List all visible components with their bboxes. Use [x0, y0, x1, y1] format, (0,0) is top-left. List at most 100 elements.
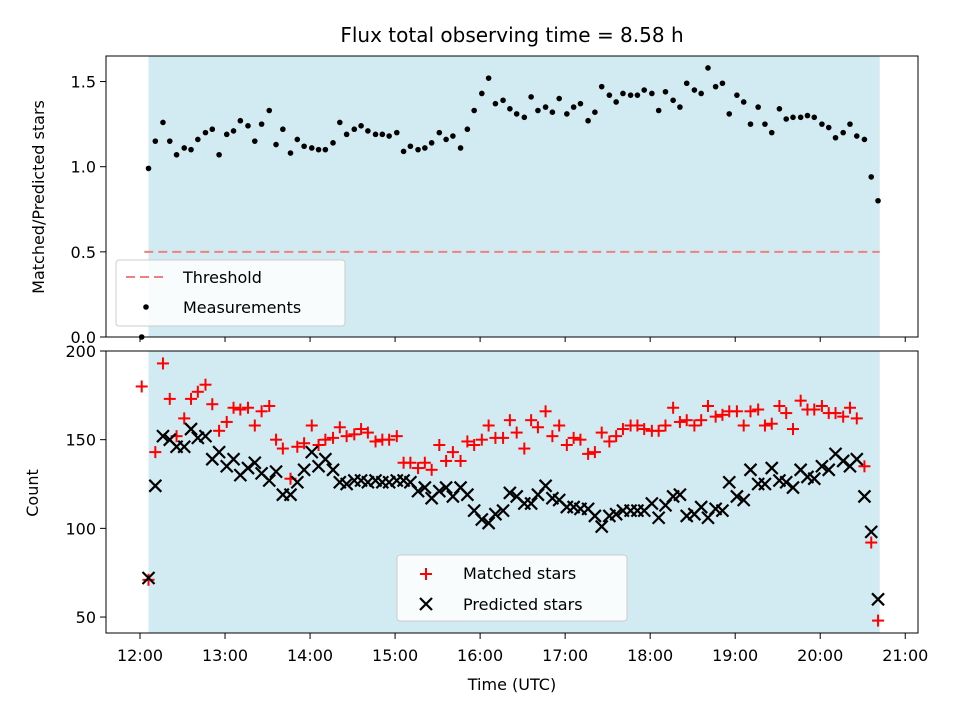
measurement-point: [606, 92, 613, 98]
measurement-point: [266, 107, 273, 114]
bottom-legend: Matched stars Predicted stars: [396, 554, 628, 622]
matched-star-point: [730, 405, 743, 418]
measurement-point: [315, 146, 322, 153]
measurement-point: [598, 83, 605, 90]
measurement-point: [811, 114, 818, 121]
matched-star-point: [773, 399, 786, 412]
predicted-star-point: [148, 479, 163, 493]
measurement-point: [301, 143, 307, 150]
matched-star-point: [333, 421, 346, 434]
predicted-star-point: [177, 439, 192, 454]
measurement-point: [457, 145, 464, 151]
measurement-point: [428, 140, 435, 146]
matched-star-point: [291, 440, 304, 453]
matched-star-point: [135, 380, 148, 393]
measurements-points: [138, 65, 881, 340]
measurement-point: [804, 112, 811, 119]
predicted-star-point: [439, 480, 453, 495]
matched-star-point: [709, 410, 722, 423]
matched-star-point: [312, 439, 325, 451]
matched-star-point: [744, 405, 757, 418]
predicted-star-point: [786, 480, 800, 495]
matched-star-point: [531, 421, 544, 434]
x-tick-label: 20:00: [797, 646, 843, 665]
measurement-point: [145, 165, 152, 172]
matched-star-point: [263, 399, 276, 412]
predicted-star-point: [736, 493, 751, 507]
measurement-point: [464, 126, 471, 133]
measurement-point: [535, 107, 541, 114]
measurement-point: [386, 133, 392, 139]
matched-star-point: [765, 417, 778, 430]
x-tick-label: 15:00: [372, 646, 418, 665]
matched-star-point: [603, 435, 616, 448]
matched-star-point: [652, 424, 665, 437]
predicted-star-point: [694, 500, 708, 514]
matched-star-point: [574, 433, 587, 446]
matched-star-point: [383, 433, 396, 446]
bottom-y-tick-label: 150: [65, 431, 96, 450]
matched-star-point: [369, 435, 382, 448]
matched-star-point: [872, 614, 885, 627]
measurement-point: [747, 121, 754, 127]
measurement-point: [485, 75, 492, 81]
matched-star-point: [298, 437, 311, 450]
matched-star-point: [794, 394, 807, 407]
predicted-star-point: [262, 473, 277, 488]
measurement-point: [521, 114, 528, 121]
matched-star-point: [695, 414, 708, 427]
matched-star-point: [454, 454, 467, 467]
matched-stars-points: [135, 357, 885, 627]
measurement-point: [471, 107, 477, 114]
measurement-point: [719, 80, 726, 87]
predicted-star-point: [184, 422, 198, 436]
predicted-star-point: [432, 484, 447, 498]
measurement-point: [832, 134, 839, 141]
matched-star-point: [560, 439, 573, 451]
measurement-point: [173, 151, 180, 158]
matched-star-point: [673, 415, 686, 428]
predicted-star-point: [715, 503, 730, 518]
matched-star-point: [319, 433, 332, 446]
measurement-point: [734, 92, 740, 98]
x-tick-label: 16:00: [457, 646, 503, 665]
measurement-point: [677, 104, 683, 110]
matched-star-point: [843, 401, 856, 414]
predicted-star-point: [758, 477, 772, 491]
predicted-star-point: [538, 479, 553, 493]
predicted-star-point: [764, 461, 779, 475]
predicted-star-point: [524, 496, 538, 511]
x-tick-label: 17:00: [542, 646, 588, 665]
matched-star-point: [475, 433, 488, 446]
measurement-point: [613, 99, 619, 105]
measurement-point: [216, 151, 222, 158]
matched-star-point: [213, 424, 226, 437]
legend-predicted-swatch: [419, 597, 433, 611]
predicted-stars-points: [141, 422, 885, 607]
matched-star-point: [582, 447, 595, 460]
matched-star-point: [305, 419, 318, 432]
matched-star-point: [361, 426, 374, 439]
measurement-point: [294, 136, 301, 143]
matched-star-point: [588, 446, 601, 459]
matched-star-point: [412, 462, 425, 475]
measurement-point: [422, 145, 428, 151]
measurement-point: [620, 90, 626, 97]
predicted-star-point: [269, 464, 283, 479]
predicted-star-point: [339, 477, 354, 491]
matched-star-point: [518, 442, 531, 455]
measurement-point: [507, 105, 513, 112]
bottom-y-axis: 50 100 150 200: [65, 342, 106, 627]
matched-star-point: [595, 426, 608, 439]
matched-star-point: [616, 423, 629, 436]
matched-star-point: [701, 399, 714, 412]
matched-star-point: [659, 419, 672, 432]
measurement-point: [712, 83, 719, 90]
x-tick-label: 12:00: [117, 646, 163, 665]
predicted-star-point: [651, 510, 666, 525]
matched-star-point: [142, 573, 155, 586]
matched-star-point: [355, 423, 368, 436]
predicted-star-point: [588, 509, 602, 523]
predicted-star-point: [857, 489, 872, 504]
measurement-point: [649, 90, 655, 97]
